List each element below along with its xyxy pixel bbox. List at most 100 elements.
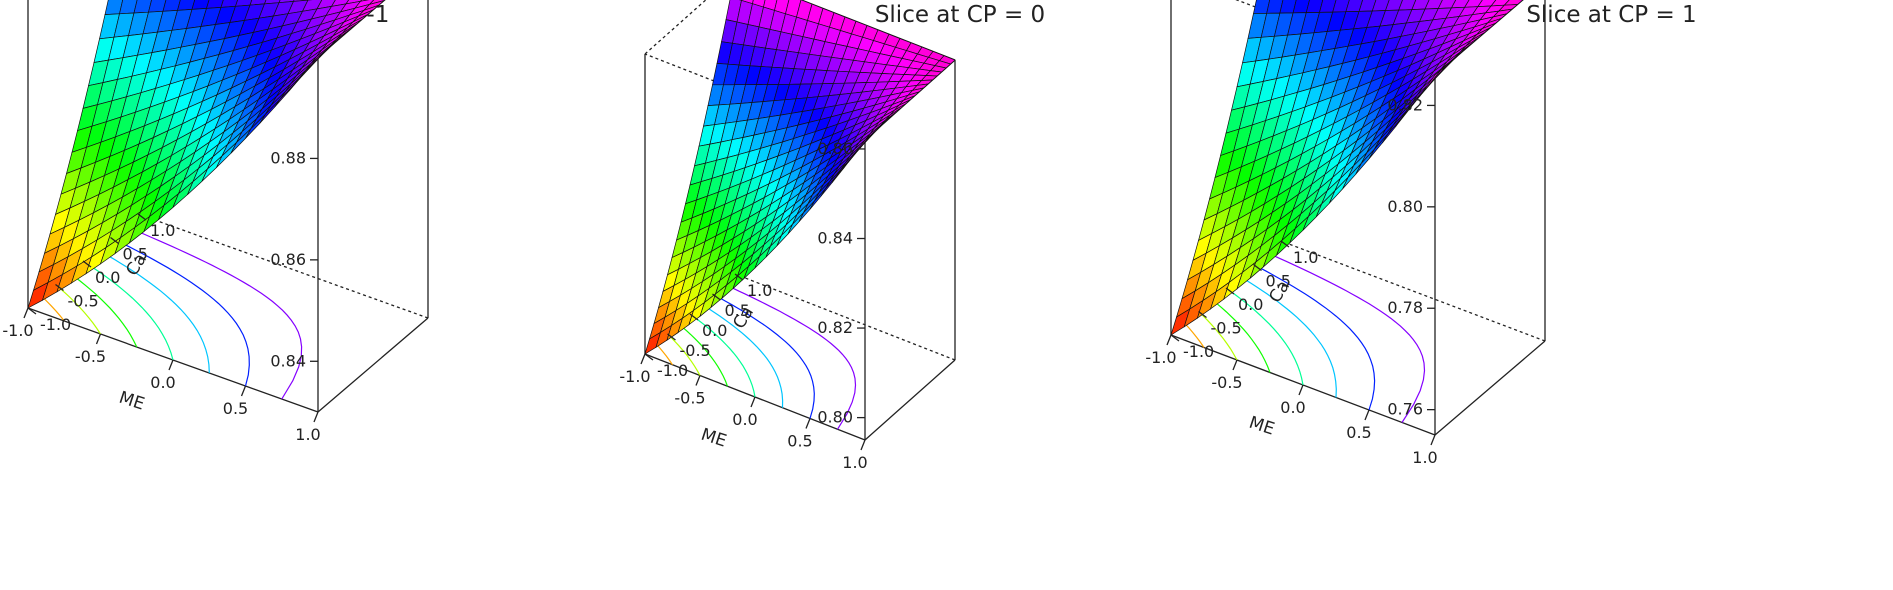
contour-line (1184, 322, 1205, 348)
y-tick (644, 353, 654, 361)
contour-line (68, 272, 138, 348)
y-tick-label: 1.0 (150, 221, 175, 240)
contour-line (124, 225, 303, 400)
y-tick (689, 313, 699, 321)
y-tick (110, 236, 119, 245)
z-axis: 0.80 0.82 0.84 0.86 (817, 139, 865, 427)
y-tick (712, 293, 721, 301)
chart-title: Slice at CP = 0 (874, 2, 1046, 28)
z-tick-label: 0.78 (1387, 298, 1423, 317)
z-tick-label: 0.80 (1387, 197, 1423, 216)
z-tick-label: 0.82 (817, 318, 853, 337)
contour-line (700, 303, 784, 408)
contour-line (110, 236, 250, 387)
z-tick-label: 0.84 (817, 229, 853, 248)
surface (644, 0, 956, 355)
y-tick-label: -0.5 (68, 292, 99, 311)
y-tick (734, 273, 744, 281)
contour-line (712, 293, 815, 419)
x-axis: 1.00.50.0-0.5-1.0ME (1145, 334, 1438, 467)
contour-line (1225, 287, 1304, 386)
floor-contours (41, 225, 303, 400)
y-tick (1225, 287, 1235, 295)
x-tick (640, 353, 646, 365)
z-tick-label: 0.84 (270, 351, 306, 370)
z-tick-label: 0.88 (270, 148, 306, 167)
y-tick-label: 1.0 (747, 281, 772, 300)
y-tick-label: 1.0 (1293, 248, 1318, 267)
surface (27, 0, 386, 309)
x-tick (313, 411, 319, 423)
contour-line (655, 343, 673, 366)
x-tick-label: 1.0 (842, 453, 867, 472)
y-tick (82, 260, 92, 268)
surface-plot-cp-minus-1: Slice at CP = -1 0.840.860.881.00.50.0-0… (0, 0, 600, 590)
y-tick (1198, 310, 1207, 319)
y-tick (667, 333, 676, 341)
contour-line (689, 313, 756, 398)
x-axis-label: ME (116, 388, 146, 415)
y-tick-label: -1.0 (657, 361, 688, 380)
x-tick-label: 1.0 (295, 425, 320, 444)
y-tick-label: 0.5 (123, 245, 148, 264)
y-tick-label: 0.5 (1266, 272, 1291, 291)
floor-contours (655, 283, 857, 430)
y-tick (137, 213, 147, 221)
z-tick-label: 0.76 (1387, 400, 1423, 419)
x-tick (1298, 384, 1304, 396)
z-axis: 0.84 0.86 0.88 (270, 148, 318, 370)
floor-contours (1184, 252, 1426, 423)
contour-line (82, 260, 174, 361)
contour-line (1253, 263, 1376, 411)
y-tick-label: 0.0 (95, 268, 120, 287)
x-tick-label: -1.0 (619, 367, 650, 386)
x-axis: 1.00.50.0-0.5-1.0ME (619, 353, 868, 472)
y-tick (1253, 263, 1262, 272)
z-tick-label: 0.80 (817, 408, 853, 427)
contour-line (667, 333, 701, 376)
y-axis: -1.0-0.50.00.51.0Ca (1170, 240, 1318, 361)
x-tick-label: 1.0 (1412, 448, 1437, 467)
y-tick-label: 0.5 (725, 301, 750, 320)
z-tick-label: 0.86 (817, 139, 853, 158)
x-tick-label: 0.5 (223, 399, 248, 418)
x-tick-label: 0.0 (732, 410, 757, 429)
y-tick-label: -1.0 (1183, 342, 1214, 361)
x-tick-label: -1.0 (1145, 348, 1176, 367)
x-tick (1430, 434, 1436, 446)
y-tick-label: 0.0 (702, 321, 727, 340)
x-tick (168, 359, 174, 371)
contour-line (1211, 299, 1271, 373)
z-axis: 0.76 0.78 0.80 0.82 (1387, 95, 1435, 419)
z-tick-label: 0.86 (270, 250, 306, 269)
box-edge (644, 0, 707, 55)
surface-facet (303, 52, 324, 75)
y-tick-label: -0.5 (1211, 319, 1242, 338)
surface-facet (853, 135, 870, 155)
surface-plot-svg: 0.840.860.881.00.50.0-0.5-1.0ME-1.0-0.50… (2, 0, 429, 444)
box-edge (317, 317, 429, 413)
x-tick (1364, 409, 1370, 421)
y-tick (1170, 334, 1180, 342)
x-tick-label: -1.0 (2, 321, 33, 340)
contour-line (55, 284, 102, 335)
x-axis: 1.00.50.0-0.5-1.0ME (2, 307, 321, 444)
y-tick (55, 283, 64, 292)
x-tick (23, 307, 29, 319)
contour-line (96, 248, 210, 374)
contour-line (1266, 252, 1426, 423)
y-tick-label: 0.0 (1238, 295, 1263, 314)
x-tick-label: -0.5 (674, 389, 705, 408)
y-tick-label: -0.5 (680, 341, 711, 360)
contour-line (678, 323, 729, 387)
x-tick (805, 418, 811, 429)
x-tick-label: 0.5 (1346, 423, 1371, 442)
contour-line (723, 283, 857, 430)
x-tick (750, 396, 756, 408)
box-edge (864, 359, 956, 441)
x-tick-label: 0.5 (787, 432, 812, 451)
surface-plot-svg: 0.800.820.840.861.00.50.0-0.5-1.0ME-1.0-… (619, 0, 956, 472)
x-tick-label: 0.0 (150, 373, 175, 392)
y-tick (27, 307, 37, 315)
x-tick-label: -0.5 (1211, 373, 1242, 392)
